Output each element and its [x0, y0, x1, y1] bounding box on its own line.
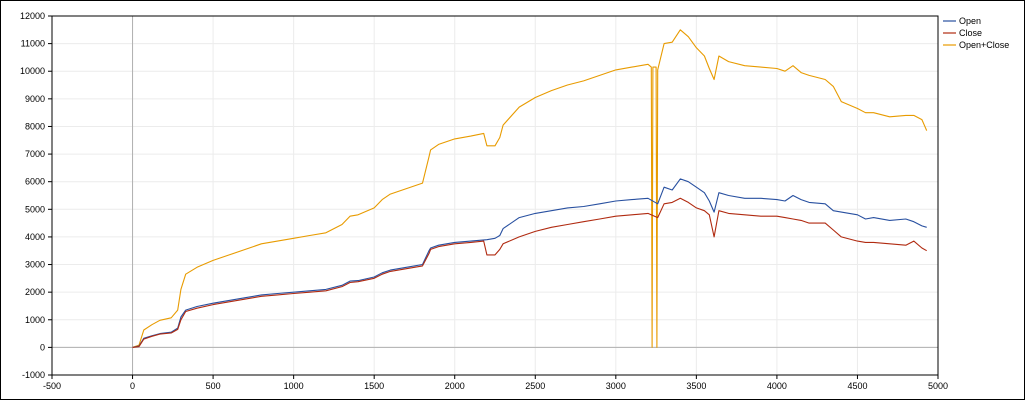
legend-label-open: Open — [959, 16, 981, 26]
series-line-open-close — [132, 29, 928, 348]
legend-label-open-close: Open+Close — [959, 40, 1009, 50]
zero-axis-lines — [52, 16, 938, 375]
y-tick-label-8: 7000 — [25, 149, 45, 159]
x-tick-label-1: 0 — [130, 381, 135, 391]
x-tick-label-2: 500 — [206, 381, 221, 391]
x-tick-label-3: 1000 — [284, 381, 304, 391]
x-tick-label-6: 2500 — [525, 381, 545, 391]
y-axis-ticks: -1000 0 1000 2000 3000 4000 5000 6000 7000 8000 90… — [20, 11, 52, 380]
y-tick-label-0: -1000 — [22, 370, 45, 380]
y-tick-label-7: 6000 — [25, 177, 45, 187]
x-tick-label-7: 3000 — [606, 381, 626, 391]
y-tick-label-10: 9000 — [25, 94, 45, 104]
legend-item-open: Open — [943, 16, 981, 26]
plot-area-border — [51, 15, 939, 376]
y-tick-label-4: 3000 — [25, 260, 45, 270]
y-tick-label-11: 10000 — [20, 66, 45, 76]
x-tick-label-4: 1500 — [364, 381, 384, 391]
y-tick-label-13: 12000 — [20, 11, 45, 21]
x-tick-label-5: 2000 — [445, 381, 465, 391]
x-tick-label-10: 4500 — [847, 381, 867, 391]
series-line-open — [132, 178, 927, 348]
y-tick-label-1: 0 — [40, 342, 45, 352]
y-tick-label-2: 1000 — [25, 315, 45, 325]
x-tick-label-8: 3500 — [686, 381, 706, 391]
grid — [51, 15, 939, 376]
y-tick-label-5: 4000 — [25, 232, 45, 242]
legend-item-open-close: Open+Close — [943, 40, 1009, 50]
series-lines — [132, 29, 928, 348]
x-axis-ticks: -500 0 500 1000 1500 2000 2500 3000 3500 4000 4500… — [43, 375, 948, 391]
x-tick-label-11: 5000 — [928, 381, 948, 391]
x-tick-label-0: -500 — [43, 381, 61, 391]
legend-item-close: Close — [943, 28, 982, 38]
y-tick-label-12: 11000 — [21, 39, 45, 49]
y-tick-label-6: 5000 — [25, 204, 45, 214]
legend-label-close: Close — [959, 28, 982, 38]
legend: Open Close Open+Close — [943, 16, 1009, 50]
y-tick-label-9: 8000 — [25, 121, 45, 131]
x-tick-label-9: 4000 — [767, 381, 787, 391]
y-tick-label-3: 2000 — [25, 287, 45, 297]
series-line-close — [132, 197, 927, 348]
